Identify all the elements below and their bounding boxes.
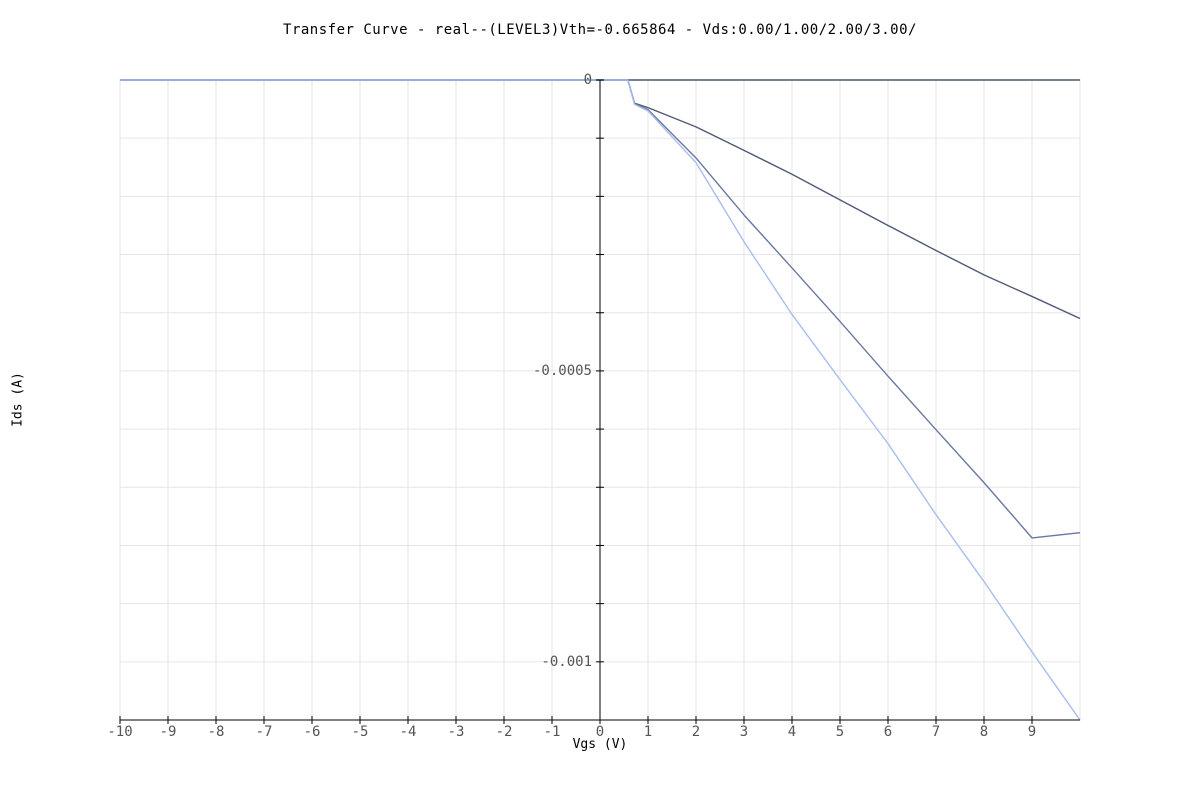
- chart-title: Transfer Curve - real--(LEVEL3)Vth=-0.66…: [283, 22, 917, 38]
- y-tick-label: -0.0005: [533, 363, 592, 379]
- y-axis-label: Ids (A): [10, 372, 26, 427]
- x-tick-label: 4: [788, 724, 796, 740]
- x-axis-label: Vgs (V): [572, 737, 628, 752]
- x-tick-label: -5: [352, 724, 369, 740]
- x-tick-label: 3: [740, 724, 748, 740]
- x-tick-label: 6: [884, 724, 892, 740]
- series-lines: [120, 79, 1081, 721]
- x-tick-label: 2: [692, 724, 700, 740]
- y-tick-label: -0.001: [541, 654, 592, 670]
- tick-marks: -10 -9 -8 -7 -6 -5 -4 -3 -2 -1 0 1 2 3 4 5 6 7 8 90-0.0005-…: [107, 72, 1036, 740]
- x-tick-label: 9: [1028, 724, 1036, 740]
- x-tick-label: -7: [256, 724, 273, 740]
- x-tick-label: -10: [107, 724, 132, 740]
- x-tick-label: -2: [496, 724, 513, 740]
- series-line-4: [120, 79, 1081, 721]
- y-tick-label: 0: [584, 72, 592, 88]
- x-tick-label: -9: [160, 724, 177, 740]
- x-tick-label: 0: [596, 724, 604, 740]
- x-tick-label: -6: [304, 724, 321, 740]
- x-tick-label: 5: [836, 724, 844, 740]
- x-tick-label: -1: [544, 724, 561, 740]
- x-tick-label: 1: [644, 724, 652, 740]
- x-tick-label: -8: [208, 724, 225, 740]
- x-tick-label: 7: [932, 724, 940, 740]
- x-tick-label: -4: [400, 724, 417, 740]
- x-tick-label: 8: [980, 724, 988, 740]
- x-tick-label: -3: [448, 724, 465, 740]
